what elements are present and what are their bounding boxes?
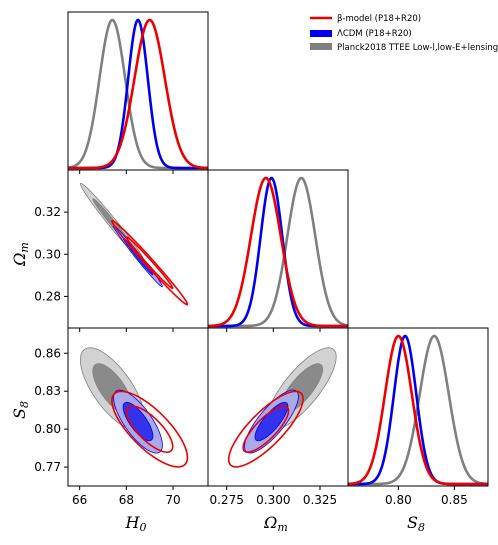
panel-frame-S8-S8 (347, 327, 489, 487)
ytick-label-Om-0: 0.28 (34, 289, 61, 303)
xlabel-h0: H0 (125, 513, 147, 534)
marginal-beta-Om (208, 176, 348, 328)
xtick-label-H0-0: 66 (72, 493, 87, 507)
tick-marks: 66 68 70 0.275 0.300 0.325 0.80 0.85 0.28 0.30 0.3… (34, 170, 468, 507)
legend-swatch-planck (310, 43, 332, 50)
legend-label-lcdm: ΛCDM (P18+R20) (337, 29, 412, 39)
ytick-label-S8-3: 0.86 (34, 346, 61, 360)
ytick-label-S8-2: 0.83 (34, 384, 61, 398)
xlabel-h0-main: H (125, 513, 141, 532)
ytick-label-S8-0: 0.77 (34, 460, 61, 474)
marginal-planck-H0 (68, 18, 208, 170)
xlabel-om: Ωm (263, 513, 288, 534)
contour-beta-2sigma-Om-S8 (227, 390, 304, 468)
axis-labels: Ωm S8 H0 Ωm S8 (10, 242, 425, 534)
contour-lcdm-1sigma-H0-S8 (122, 401, 154, 442)
contour-lcdm-1sigma-Om-S8 (254, 401, 289, 442)
ylabel-s8: S8 (10, 401, 31, 419)
xtick-label-Om-2: 0.325 (303, 493, 337, 507)
ylabel-om-sub: m (18, 242, 31, 252)
legend-swatch-lcdm (310, 30, 332, 37)
xlabel-om-main: Ω (263, 513, 277, 532)
panel-frame-Om-Om (207, 169, 349, 329)
legend-label-planck: Planck2018 TTEE Low-l,low-E+lensing (337, 43, 498, 53)
xtick-label-H0-1: 68 (119, 493, 134, 507)
marginal-beta-H0 (68, 18, 208, 170)
legend: β-model (P18+R20) ΛCDM (P18+R20) Planck2… (310, 14, 498, 53)
contour-beta-2sigma-H0-Om (111, 219, 189, 306)
contour-beta-2sigma-H0-S8 (111, 390, 189, 468)
contour-beta-1sigma-H0-S8 (125, 405, 174, 453)
xlabel-h0-sub: 0 (139, 521, 146, 534)
ytick-label-S8-1: 0.80 (34, 422, 61, 436)
xlabel-s8: S8 (407, 513, 425, 534)
xtick-label-S8-1: 0.85 (441, 493, 468, 507)
xtick-label-S8-0: 0.80 (385, 493, 412, 507)
xlabel-om-sub: m (277, 521, 287, 534)
contour-beta-1sigma-H0-Om (125, 236, 174, 290)
ytick-label-Om-2: 0.32 (34, 205, 61, 219)
marginal-beta-S8 (348, 334, 488, 486)
ylabel-om: Ωm (10, 242, 31, 267)
marginal-lcdm-S8 (348, 334, 488, 486)
xlabel-s8-main: S (407, 513, 418, 532)
ylabel-s8-main: S (10, 408, 29, 419)
xtick-label-Om-0: 0.275 (209, 493, 243, 507)
ylabel-s8-sub: 8 (18, 401, 31, 408)
panel-frames (67, 11, 489, 487)
xtick-label-Om-1: 0.300 (256, 493, 290, 507)
legend-label-beta: β-model (P18+R20) (337, 14, 421, 24)
xtick-label-H0-2: 70 (165, 493, 180, 507)
contour-beta-1sigma-Om-S8 (242, 405, 290, 453)
marginal-lcdm-Om (208, 176, 348, 328)
xlabel-s8-sub: 8 (418, 521, 425, 534)
contour-lines (68, 18, 488, 486)
ytick-label-Om-1: 0.30 (34, 247, 61, 261)
ylabel-om-main: Ω (10, 253, 29, 267)
